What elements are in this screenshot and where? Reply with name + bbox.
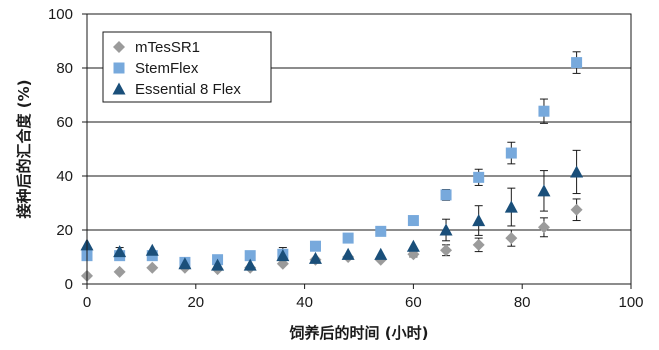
axis-ticks: 0 20 40 60 80 100 0 20 40 60 80 100: [48, 6, 644, 311]
data-point-square: [505, 147, 517, 159]
data-point-triangle: [276, 249, 290, 262]
data-point-square: [571, 57, 583, 69]
legend-marker-triangle: [112, 82, 126, 95]
x-tick-label-100: 100: [618, 294, 643, 311]
data-point-diamond: [440, 244, 453, 257]
data-point-triangle: [113, 245, 127, 258]
data-point-triangle: [211, 258, 225, 271]
data-point-square: [244, 250, 256, 262]
data-point-diamond: [570, 203, 583, 216]
legend-label: StemFlex: [135, 60, 199, 77]
data-point-triangle: [341, 247, 355, 260]
x-tick-label-20: 20: [187, 294, 204, 311]
data-point-triangle: [406, 239, 420, 252]
data-point-square: [342, 232, 354, 244]
x-tick-label-80: 80: [514, 294, 531, 311]
data-point-square: [375, 225, 387, 237]
data-point-square: [538, 105, 550, 117]
data-point-square: [407, 215, 419, 227]
data-point-triangle: [374, 247, 388, 260]
y-tick-label-0: 0: [65, 276, 73, 293]
legend: mTesSR1 StemFlex Essential 8 Flex: [102, 31, 272, 103]
legend-marker-diamond: [113, 41, 125, 53]
data-point-diamond: [472, 238, 485, 251]
y-tick-label-40: 40: [56, 168, 73, 185]
data-point-triangle: [145, 243, 159, 256]
plot-area-frame: [86, 13, 632, 285]
x-axis-title: 饲养后的时间 (小时): [289, 324, 429, 342]
data-point-diamond: [113, 265, 126, 278]
data-point-triangle: [308, 251, 322, 264]
y-tick-label-100: 100: [48, 6, 73, 23]
x-tick-label-60: 60: [405, 294, 422, 311]
y-tick-label-60: 60: [56, 114, 73, 131]
y-tick-label-80: 80: [56, 60, 73, 77]
data-point-diamond: [537, 221, 550, 234]
data-point-triangle: [243, 258, 257, 271]
legend-marker-square: [113, 62, 125, 74]
legend-label: Essential 8 Flex: [135, 81, 241, 98]
data-point-triangle: [537, 184, 551, 197]
data-point-diamond: [146, 261, 159, 274]
data-point-triangle: [504, 200, 518, 213]
data-point-triangle: [178, 257, 192, 270]
data-point-diamond: [505, 232, 518, 245]
x-tick-label-40: 40: [296, 294, 313, 311]
y-tick-label-20: 20: [56, 222, 73, 239]
legend-box: [102, 31, 272, 103]
legend-label: mTesSR1: [135, 39, 200, 56]
data-point-triangle: [439, 223, 453, 236]
data-point-triangle: [472, 214, 486, 227]
data-point-triangle: [570, 165, 584, 178]
x-tick-label-0: 0: [83, 294, 91, 311]
data-point-square: [309, 240, 321, 252]
y-axis-title: 接种后的汇合度 (%): [15, 80, 33, 219]
data-point-square: [440, 189, 452, 201]
data-point-square: [473, 171, 485, 183]
